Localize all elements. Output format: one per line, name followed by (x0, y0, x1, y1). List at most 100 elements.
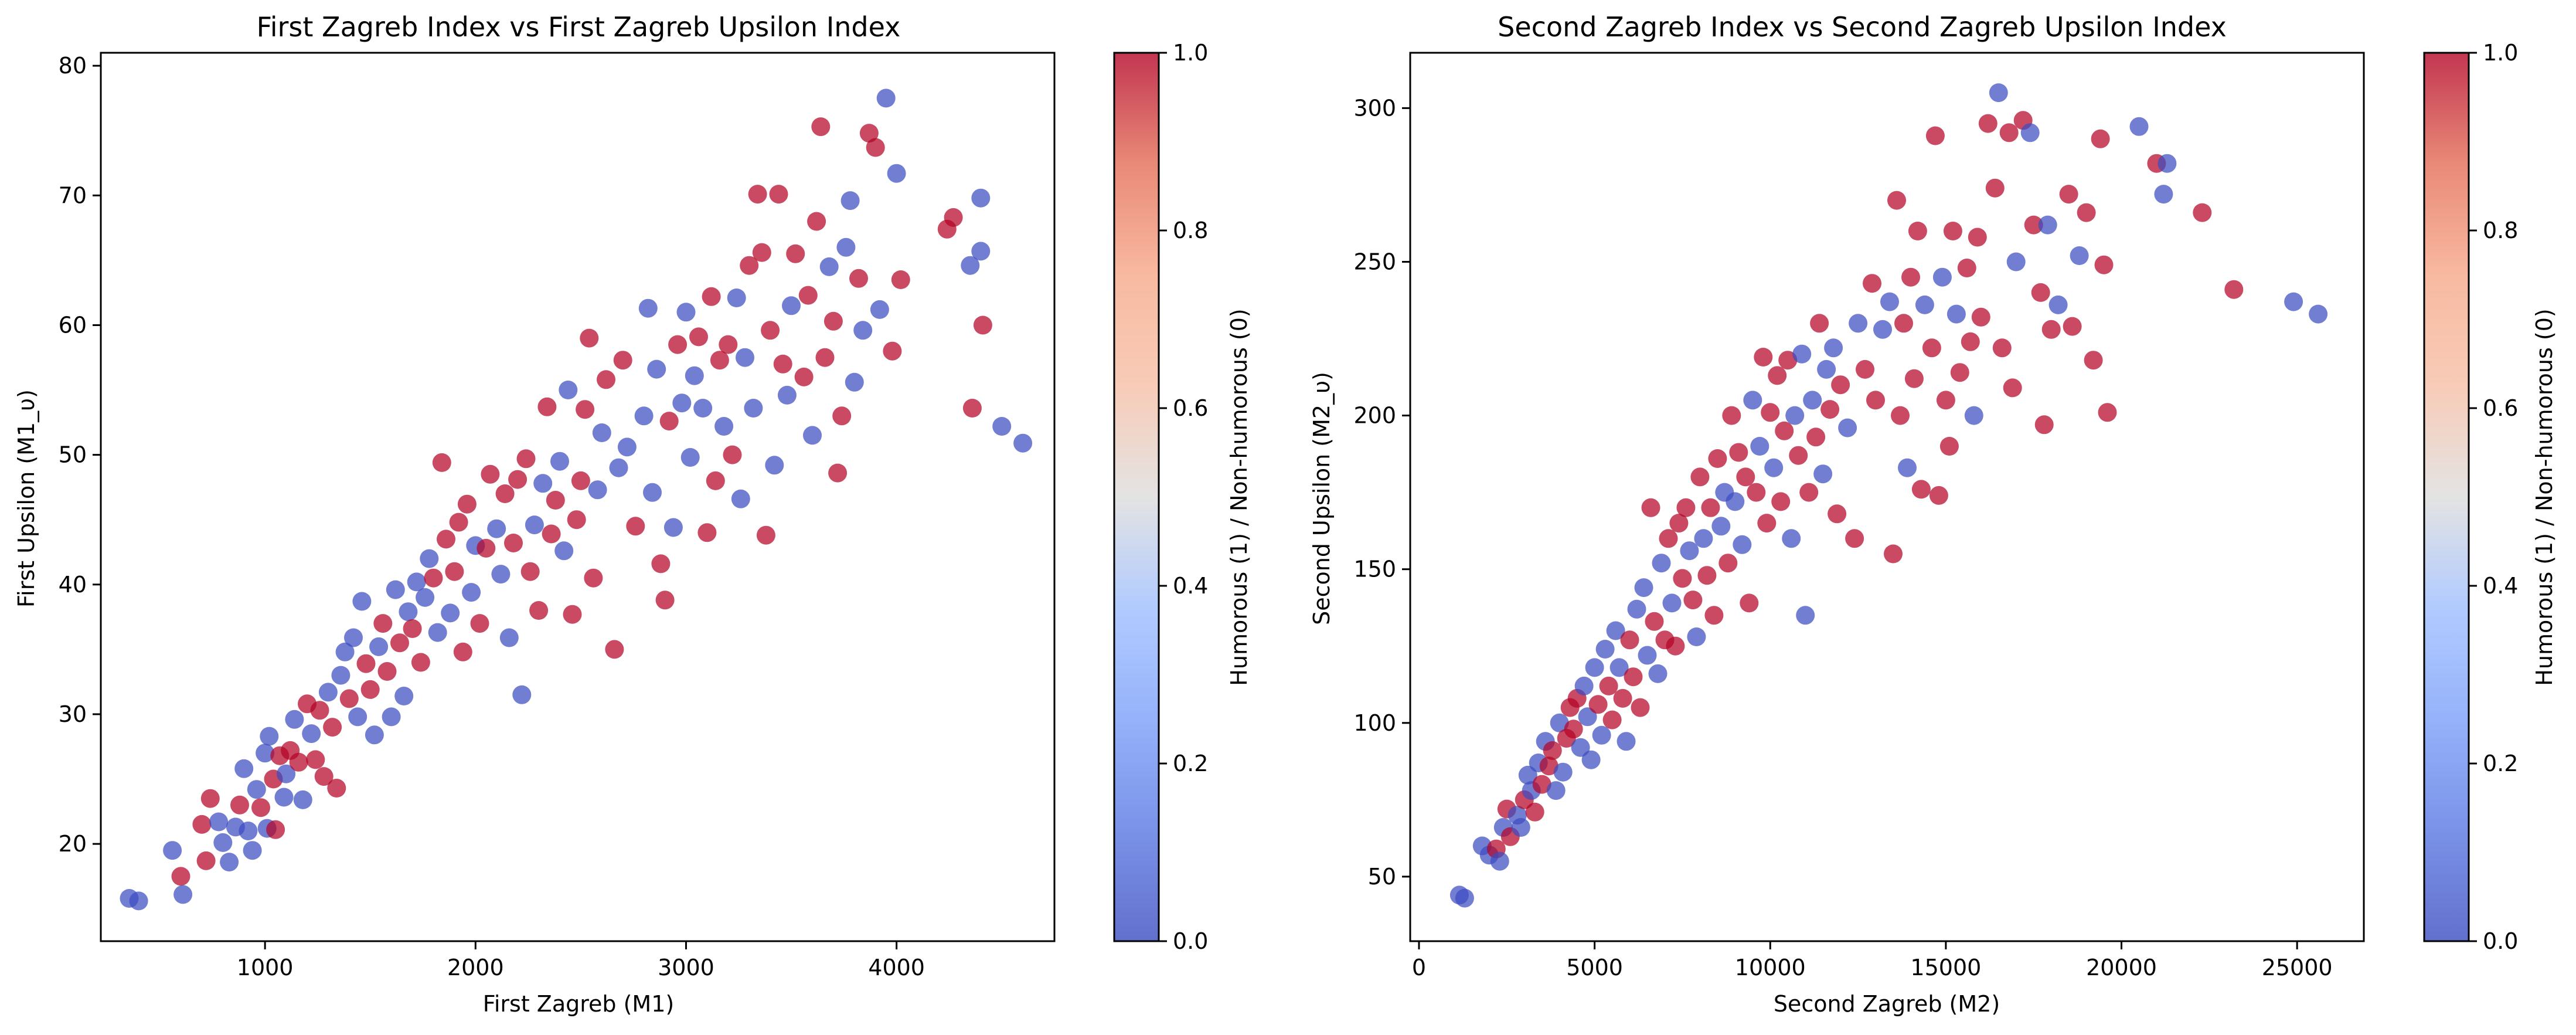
chart-1-x-ticks: 1000 2000 3000 4000 (237, 941, 925, 980)
chart-1: First Zagreb Index vs First Zagreb Upsil… (13, 11, 1252, 1017)
chart-1-y-tick-label: 40 (59, 572, 87, 598)
chart-1-point (962, 399, 982, 418)
chart-2-point (1873, 320, 1892, 339)
chart-1-x-axis-label: First Zagreb (M1) (483, 991, 674, 1017)
chart-2-point (1631, 698, 1650, 717)
chart-2-point (1585, 658, 1604, 677)
chart-1-point (685, 366, 704, 385)
chart-1-point (339, 689, 359, 708)
chart-1-colorbar-tick-label: 0.0 (1173, 928, 1208, 954)
chart-2-point (1726, 492, 1745, 511)
chart-2-point (1620, 630, 1639, 650)
chart-2-point (1939, 437, 1959, 456)
chart-1-point (647, 359, 666, 379)
chart-1-point (576, 400, 595, 419)
chart-2-point (1796, 606, 1815, 625)
chart-1-point (634, 406, 654, 426)
chart-1-point (702, 287, 721, 306)
chart-1-point (752, 243, 771, 262)
chart-1-point (668, 335, 688, 354)
chart-1-point (424, 568, 443, 588)
chart-2-point (1849, 314, 1868, 333)
chart-1-point (310, 701, 329, 720)
chart-1-point (748, 185, 767, 204)
chart-2-point (1659, 529, 1678, 548)
chart-1-x-tick-label: 2000 (447, 955, 504, 980)
chart-2-point (1789, 446, 1808, 465)
chart-1-point (559, 381, 578, 399)
chart-1-point (613, 351, 632, 370)
chart-2-point (1690, 467, 1710, 487)
chart-1-point (525, 515, 544, 535)
chart-2-point (1525, 802, 1544, 822)
chart-2-y-tick-label: 250 (1353, 249, 1396, 274)
chart-2-point (1669, 514, 1689, 533)
chart-1-point (719, 335, 738, 354)
chart-2-y-tick-label: 50 (1368, 864, 1396, 890)
chart-1-point (740, 256, 759, 275)
chart-1-point (542, 524, 561, 544)
chart-1-colorbar-gradient (1113, 52, 1160, 942)
chart-1-point (306, 750, 325, 769)
chart-1-point (807, 212, 826, 231)
chart-1-point (592, 423, 611, 442)
chart-2-point (1627, 599, 1646, 619)
chart-1-point (887, 164, 906, 183)
chart-1-point (859, 124, 879, 143)
chart-1-point (891, 270, 910, 289)
chart-2-point (1624, 667, 1643, 687)
chart-2-point (2309, 304, 2328, 324)
chart-2-point (2041, 320, 2061, 339)
chart-1-y-ticks: 20 30 40 50 60 70 80 (59, 53, 101, 857)
chart-1-point (504, 534, 523, 552)
chart-1-point (171, 867, 190, 886)
chart-2-point (2154, 185, 2173, 204)
chart-1-point (470, 614, 489, 633)
chart-1-point (798, 286, 818, 305)
chart-1-point (849, 269, 868, 288)
chart-2-point (1866, 391, 1885, 410)
chart-2-point (1662, 593, 1682, 613)
chart-1-point (416, 588, 435, 607)
chart-2-point (1915, 295, 1934, 314)
chart-2-colorbar-tick-label: 0.8 (2483, 218, 2518, 243)
chart-2-point (1574, 676, 1594, 695)
chart-2-point (1701, 498, 1720, 517)
chart-1-point (453, 642, 472, 661)
chart-2-colorbar-tick-label: 0.4 (2483, 573, 2518, 599)
chart-2-point (1985, 178, 2005, 198)
chart-2-point (1532, 775, 1551, 794)
chart-1-point (777, 385, 797, 405)
chart-2-point (1736, 467, 1755, 487)
chart-2-point (1490, 851, 1509, 871)
chart-1-point (609, 458, 628, 477)
chart-1-point (437, 530, 455, 549)
chart-1-point (876, 89, 896, 108)
chart-1-point (239, 822, 258, 840)
chart-2-point (1782, 529, 1801, 548)
chart-2-point (1891, 406, 1910, 425)
chart-2-x-tick-label: 25000 (2262, 955, 2333, 980)
chart-1-colorbar-label: Humorous (1) / Non-humorous (0) (1226, 308, 1252, 686)
chart-2-colorbar-tick-label: 0.6 (2483, 395, 2518, 421)
chart-1-point (260, 727, 279, 746)
chart-2-point (1785, 406, 1805, 425)
chart-2-point (1599, 676, 1618, 695)
chart-2-point (1687, 627, 1706, 646)
chart-2-point (2003, 378, 2022, 398)
chart-2-point (1634, 578, 1653, 598)
chart-2-point (1978, 114, 1997, 133)
chart-2-point (2098, 403, 2117, 422)
chart-2-point (1817, 359, 1836, 379)
chart-2-plot-frame (1409, 52, 2365, 942)
chart-2-colorbar-tick-label: 0.2 (2483, 751, 2518, 776)
chart-1-point (761, 321, 780, 340)
chart-1-point (243, 841, 262, 860)
chart-2-point (1820, 400, 1840, 419)
chart-2-point (1813, 464, 1833, 484)
chart-1-point (173, 885, 193, 904)
chart-1-point (318, 683, 338, 702)
chart-1-point (773, 354, 792, 374)
chart-1-point (554, 541, 574, 561)
chart-1-point (487, 519, 506, 538)
